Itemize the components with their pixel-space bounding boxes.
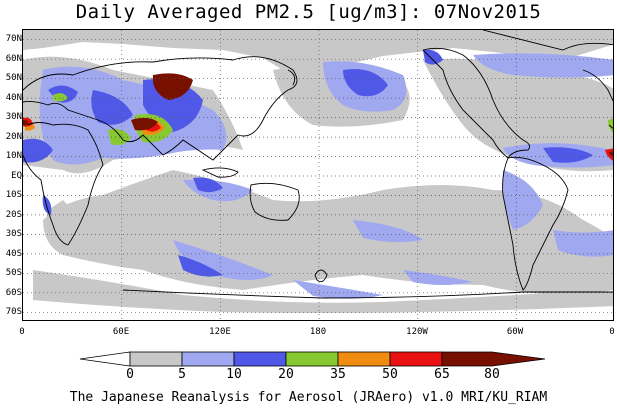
lat-label: 30N xyxy=(5,112,22,122)
legend-tick: 80 xyxy=(484,367,500,382)
lat-label: 10S xyxy=(5,190,22,200)
lon-label: 120W xyxy=(406,327,428,337)
legend-tick: 65 xyxy=(434,367,450,382)
legend-tick: 0 xyxy=(126,367,134,382)
lon-label: 0 xyxy=(19,327,25,337)
lat-label: 70N xyxy=(5,34,22,44)
lat-label: 70S xyxy=(5,307,22,317)
legend-tick: 50 xyxy=(382,367,398,382)
lat-label: 50S xyxy=(5,268,22,278)
legend-swatch-4 xyxy=(285,351,339,367)
lat-label: 20N xyxy=(5,132,22,142)
legend-swatch-1 xyxy=(129,351,183,367)
legend-swatch-7 xyxy=(441,351,546,367)
lat-label: 30S xyxy=(5,229,22,239)
lon-label: 60E xyxy=(112,327,130,337)
legend-tick: 20 xyxy=(278,367,294,382)
lon-label: 180 xyxy=(309,327,327,337)
grid-lines xyxy=(23,30,613,320)
legend-tick: 5 xyxy=(178,367,186,382)
pm25-map xyxy=(22,29,614,321)
lon-label: 0 xyxy=(609,327,615,337)
lat-label: 60N xyxy=(5,54,22,64)
map-canvas xyxy=(23,30,613,320)
legend-swatch-2 xyxy=(181,351,235,367)
legend-swatch-5 xyxy=(337,351,391,367)
lat-label: 40S xyxy=(5,249,22,259)
lon-label: 60W xyxy=(506,327,524,337)
legend-tick: 10 xyxy=(226,367,242,382)
lat-label: 10N xyxy=(5,151,22,161)
color-legend xyxy=(0,350,617,390)
legend-swatch-6 xyxy=(389,351,443,367)
legend-swatch-3 xyxy=(233,351,287,367)
lon-label: 120E xyxy=(209,327,231,337)
coastlines xyxy=(23,30,613,299)
lat-label: 60S xyxy=(5,288,22,298)
map-title: Daily Averaged PM2.5 [ug/m3]: 07Nov2015 xyxy=(75,1,542,23)
credit-line: The Japanese Reanalysis for Aerosol (JRA… xyxy=(69,390,548,405)
lat-label: 50N xyxy=(5,73,22,83)
lat-label: EQ xyxy=(11,171,22,181)
lat-label: 40N xyxy=(5,93,22,103)
legend-bar xyxy=(79,351,546,367)
lat-label: 20S xyxy=(5,210,22,220)
pm25-level-80-plus xyxy=(23,73,613,158)
legend-swatch-0 xyxy=(79,351,131,367)
legend-tick: 35 xyxy=(330,367,346,382)
